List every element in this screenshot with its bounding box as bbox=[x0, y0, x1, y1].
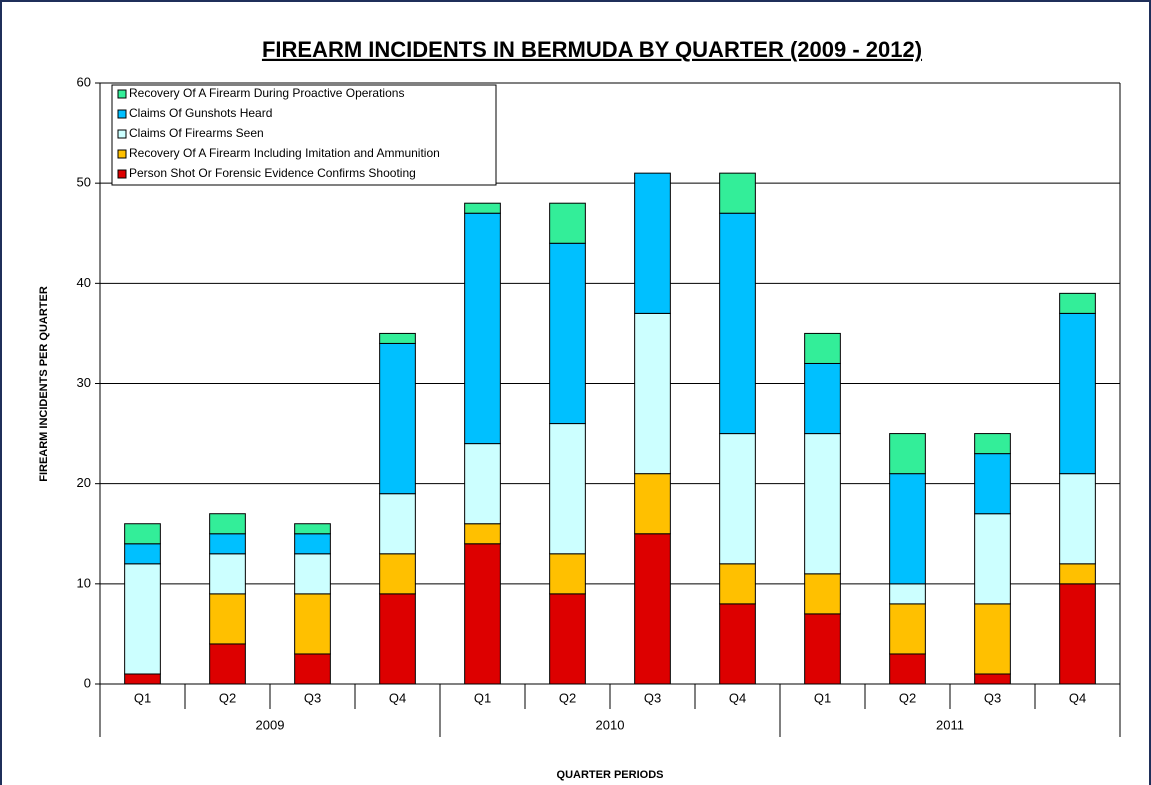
bar-segment bbox=[1059, 292, 1096, 314]
legend-label: Recovery Of A Firearm During Proactive O… bbox=[129, 86, 404, 100]
bar-segment bbox=[804, 433, 841, 575]
legend-swatch bbox=[117, 169, 127, 179]
bar-segment bbox=[124, 673, 161, 685]
bar-segment bbox=[209, 513, 246, 535]
group-label: 2011 bbox=[936, 717, 964, 732]
bar-segment bbox=[464, 202, 501, 214]
x-axis-label: QUARTER PERIODS bbox=[557, 769, 664, 781]
x-tick-label: Q3 bbox=[304, 690, 321, 705]
bar-segment bbox=[294, 593, 331, 655]
bar-segment bbox=[209, 553, 246, 595]
bar-segment bbox=[974, 433, 1011, 455]
bar-segment bbox=[804, 613, 841, 685]
bar-segment bbox=[889, 603, 926, 655]
bar-segment bbox=[549, 423, 586, 555]
bar-segment bbox=[549, 202, 586, 244]
x-tick-label: Q4 bbox=[729, 690, 746, 705]
bar-segment bbox=[294, 653, 331, 685]
bar-segment bbox=[379, 553, 416, 595]
bar-segment bbox=[209, 533, 246, 555]
bar-segment bbox=[549, 242, 586, 425]
bar-segment bbox=[1059, 583, 1096, 685]
legend-swatch bbox=[117, 129, 127, 139]
bar-segment bbox=[719, 603, 756, 685]
bar-segment bbox=[974, 453, 1011, 515]
group-label: 2010 bbox=[596, 717, 625, 732]
legend-label: Person Shot Or Forensic Evidence Confirm… bbox=[129, 166, 416, 180]
bar-segment bbox=[804, 362, 841, 435]
group-label: 2009 bbox=[256, 717, 285, 732]
bar-segment bbox=[379, 493, 416, 555]
bar-segment bbox=[974, 513, 1011, 605]
bar-segment bbox=[889, 433, 926, 475]
x-tick-label: Q4 bbox=[389, 690, 406, 705]
y-tick-label: 60 bbox=[77, 74, 91, 89]
bar-segment bbox=[209, 643, 246, 685]
legend-swatch bbox=[117, 149, 127, 159]
y-tick-label: 10 bbox=[77, 575, 91, 590]
bar-segment bbox=[294, 523, 331, 535]
bar-segment bbox=[889, 653, 926, 685]
bar-segment bbox=[464, 212, 501, 445]
bar-segment bbox=[294, 553, 331, 595]
x-tick-label: Q2 bbox=[559, 690, 576, 705]
y-tick-label: 30 bbox=[77, 375, 91, 390]
bar-segment bbox=[634, 533, 671, 685]
bar-segment bbox=[379, 332, 416, 344]
bar-segment bbox=[804, 332, 841, 364]
y-tick-label: 0 bbox=[84, 675, 91, 690]
bar-segment bbox=[634, 312, 671, 475]
bar-segment bbox=[379, 593, 416, 685]
y-tick-label: 50 bbox=[77, 175, 91, 190]
y-axis-label: FIREARM INCIDENTS PER QUARTER bbox=[38, 286, 50, 482]
bar-segment bbox=[719, 212, 756, 435]
legend-swatch bbox=[117, 89, 127, 99]
bar-segment bbox=[1059, 312, 1096, 475]
bar-segment bbox=[549, 553, 586, 595]
bar-segment bbox=[889, 583, 926, 605]
bar-segment bbox=[124, 563, 161, 675]
x-tick-label: Q2 bbox=[899, 690, 916, 705]
bar-segment bbox=[634, 473, 671, 535]
bar-segment bbox=[719, 433, 756, 565]
bar-segment bbox=[719, 563, 756, 605]
legend-label: Claims Of Gunshots Heard bbox=[129, 106, 272, 120]
bar-segment bbox=[124, 523, 161, 545]
legend-label: Recovery Of A Firearm Including Imitatio… bbox=[129, 146, 440, 160]
x-tick-label: Q1 bbox=[134, 690, 151, 705]
bar-segment bbox=[294, 533, 331, 555]
bar-segment bbox=[209, 593, 246, 645]
bar-segment bbox=[719, 172, 756, 214]
bar-segment bbox=[1059, 563, 1096, 585]
x-tick-label: Q3 bbox=[644, 690, 661, 705]
bar-segment bbox=[1059, 473, 1096, 565]
x-tick-label: Q3 bbox=[984, 690, 1001, 705]
bar-segment bbox=[889, 473, 926, 585]
bar-segment bbox=[464, 443, 501, 525]
bar-segment bbox=[974, 673, 1011, 685]
bar-segment bbox=[634, 172, 671, 314]
bar-segment bbox=[804, 573, 841, 615]
chart-title: FIREARM INCIDENTS IN BERMUDA BY QUARTER … bbox=[262, 37, 922, 62]
bar-segment bbox=[974, 603, 1011, 675]
bar-segment bbox=[549, 593, 586, 685]
bar-segment bbox=[464, 523, 501, 545]
bar-segment bbox=[124, 543, 161, 565]
legend-box bbox=[111, 84, 497, 186]
y-tick-label: 20 bbox=[77, 475, 91, 490]
legend-label: Claims Of Firearms Seen bbox=[129, 126, 264, 140]
bar-segment bbox=[464, 543, 501, 685]
bar-segment bbox=[379, 342, 416, 495]
x-tick-label: Q2 bbox=[219, 690, 236, 705]
x-tick-label: Q4 bbox=[1069, 690, 1086, 705]
legend-swatch bbox=[117, 109, 127, 119]
y-tick-label: 40 bbox=[77, 275, 91, 290]
x-tick-label: Q1 bbox=[474, 690, 491, 705]
x-tick-label: Q1 bbox=[814, 690, 831, 705]
